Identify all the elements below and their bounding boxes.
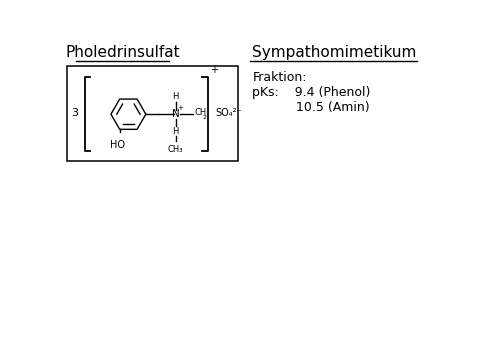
Text: +: + — [178, 105, 183, 111]
Text: Sympathomimetikum: Sympathomimetikum — [252, 45, 416, 60]
Text: +: + — [210, 65, 218, 76]
Text: Fraktion:: Fraktion: — [252, 71, 307, 84]
Text: HO: HO — [110, 140, 125, 150]
Text: 2: 2 — [203, 115, 207, 120]
Text: H: H — [172, 127, 179, 136]
Text: H: H — [172, 92, 179, 101]
Text: N: N — [172, 109, 180, 119]
Bar — [67, 66, 237, 161]
Text: CH₃: CH₃ — [168, 145, 184, 154]
Text: CH: CH — [194, 108, 206, 117]
Text: 3: 3 — [72, 108, 78, 118]
Text: pKs:    9.4 (Phenol): pKs: 9.4 (Phenol) — [252, 86, 371, 99]
Text: Pholedrinsulfat: Pholedrinsulfat — [65, 45, 180, 60]
Text: SO₄²⁻: SO₄²⁻ — [216, 108, 242, 118]
Text: 10.5 (Amin): 10.5 (Amin) — [252, 101, 370, 114]
